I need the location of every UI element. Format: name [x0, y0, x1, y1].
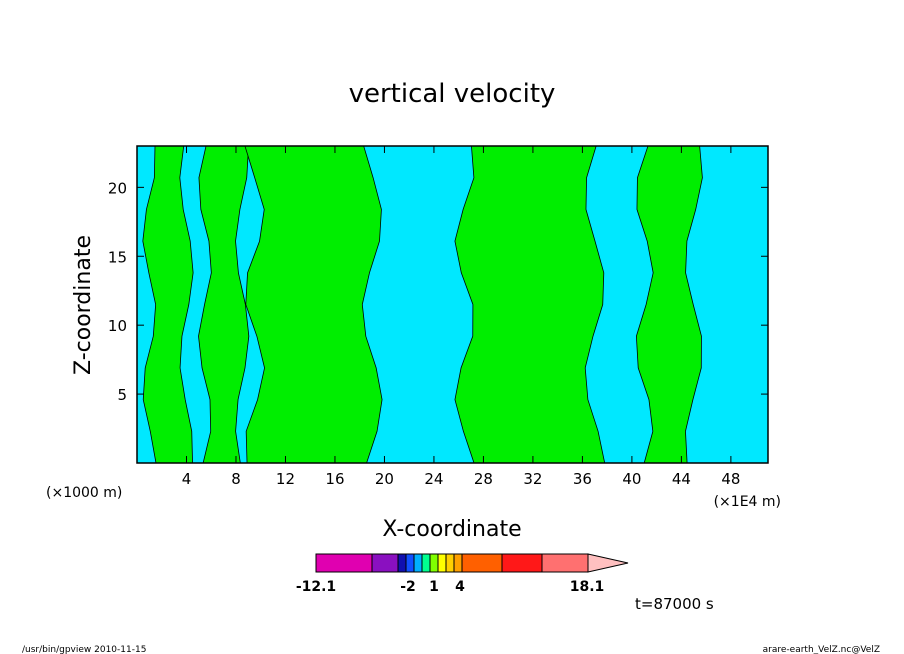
x-tick-label-8: 8 [231, 470, 241, 488]
colorbar-segment-4 [413, 553, 423, 573]
colorbar-segment-11 [501, 553, 543, 573]
x-tick-label-20: 20 [375, 470, 394, 488]
colorbar-segment-5 [421, 553, 431, 573]
x-axis-ticks: 4 8 12 16 20 24 28 32 36 40 44 48 [182, 146, 740, 488]
x-tick-label-12: 12 [276, 470, 295, 488]
velocity-regions [142, 145, 703, 464]
x-unit-right: (×1E4 m) [714, 494, 781, 510]
x-unit-left: (×1000 m) [46, 485, 122, 501]
colorbar-min-label: -12.1 [296, 579, 336, 595]
footer-right: arare-earth_VelZ.nc@VelZ [763, 645, 880, 654]
y-tick-label-20: 20 [108, 179, 127, 197]
chart-title: vertical velocity [349, 79, 556, 109]
colorbar-label-4: 4 [455, 579, 465, 595]
y-tick-label-10: 10 [108, 317, 127, 335]
colorbar-label-neg2: -2 [400, 579, 416, 595]
region-band-5 [244, 145, 383, 464]
colorbar-segment-1 [371, 553, 399, 573]
x-axis-label: X-coordinate [382, 517, 521, 542]
y-tick-label-15: 15 [108, 248, 127, 266]
region-band-7 [454, 145, 606, 464]
colorbar-max-label: 18.1 [570, 579, 605, 595]
x-tick-label-40: 40 [622, 470, 641, 488]
x-tick-label-16: 16 [325, 470, 344, 488]
colorbar-segment-7 [437, 553, 447, 573]
colorbar-overflow-arrow [587, 553, 629, 573]
y-axis-ticks: 5 10 15 20 [108, 179, 768, 404]
colorbar [315, 553, 629, 573]
x-tick-label-48: 48 [721, 470, 740, 488]
y-axis-label: Z-coordinate [71, 235, 96, 375]
colorbar-label-1: 1 [429, 579, 439, 595]
y-tick-label-5: 5 [117, 386, 127, 404]
x-tick-label-28: 28 [474, 470, 493, 488]
x-tick-label-4: 4 [182, 470, 192, 488]
colorbar-segment-2 [397, 553, 407, 573]
x-tick-label-44: 44 [672, 470, 691, 488]
colorbar-segment-9 [453, 553, 463, 573]
colorbar-segment-6 [429, 553, 439, 573]
x-tick-label-32: 32 [523, 470, 542, 488]
x-tick-label-36: 36 [573, 470, 592, 488]
colorbar-segment-8 [445, 553, 455, 573]
time-annotation: t=87000 s [635, 595, 714, 613]
colorbar-segment-0 [315, 553, 373, 573]
plot-frame [136, 145, 769, 464]
colorbar-segment-3 [405, 553, 415, 573]
colorbar-segment-12 [541, 553, 589, 573]
footer-left: /usr/bin/gpview 2010-11-15 [22, 645, 146, 654]
colorbar-segment-10 [461, 553, 503, 573]
x-tick-label-24: 24 [424, 470, 443, 488]
